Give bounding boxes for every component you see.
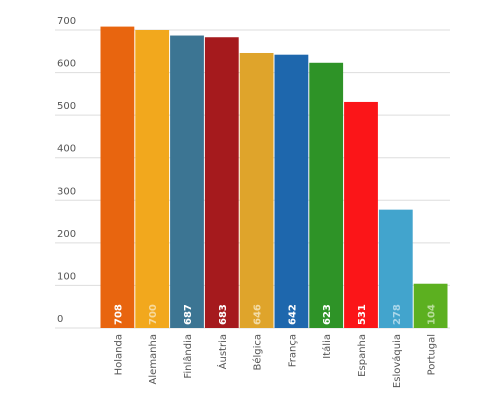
x-tick-label: Bélgica [252, 334, 264, 371]
x-tick-label: Itália [321, 334, 333, 359]
bar [170, 35, 204, 328]
y-tick-label: 0 [57, 314, 63, 325]
value-label: 278 [392, 304, 403, 325]
x-tick-label: Alemanha [148, 334, 159, 384]
value-label: 700 [148, 304, 159, 325]
y-tick-label: 200 [57, 229, 76, 240]
bar [309, 62, 344, 328]
x-tick-label: Espanha [357, 334, 368, 377]
bar [204, 37, 239, 328]
value-label: 683 [218, 304, 229, 325]
value-label: 646 [253, 304, 264, 325]
x-tick-label: Portugal [427, 334, 438, 375]
value-label: 642 [287, 304, 298, 325]
y-tick-label: 400 [57, 144, 76, 155]
value-label: 623 [322, 304, 333, 325]
x-tick-label: Eslováquia [391, 334, 403, 388]
y-tick-label: 500 [57, 101, 76, 112]
x-tick-label: Áustria [216, 334, 229, 369]
x-tick-label: Finlândia [182, 334, 194, 379]
value-label: 708 [113, 304, 124, 325]
bar [378, 209, 413, 328]
value-label: 531 [357, 304, 368, 325]
bar [344, 101, 378, 329]
bar [413, 283, 448, 328]
bar [239, 52, 274, 328]
bar [135, 30, 170, 328]
x-tick-label: Holanda [113, 334, 124, 375]
y-tick-label: 600 [57, 59, 76, 70]
value-label: 104 [427, 304, 438, 325]
x-tick-label: França [287, 334, 298, 367]
value-label: 687 [183, 304, 194, 325]
y-tick-label: 300 [57, 186, 76, 197]
y-tick-label: 100 [57, 271, 76, 282]
bar [274, 54, 309, 328]
bar [100, 26, 135, 328]
y-tick-label: 700 [57, 16, 76, 27]
